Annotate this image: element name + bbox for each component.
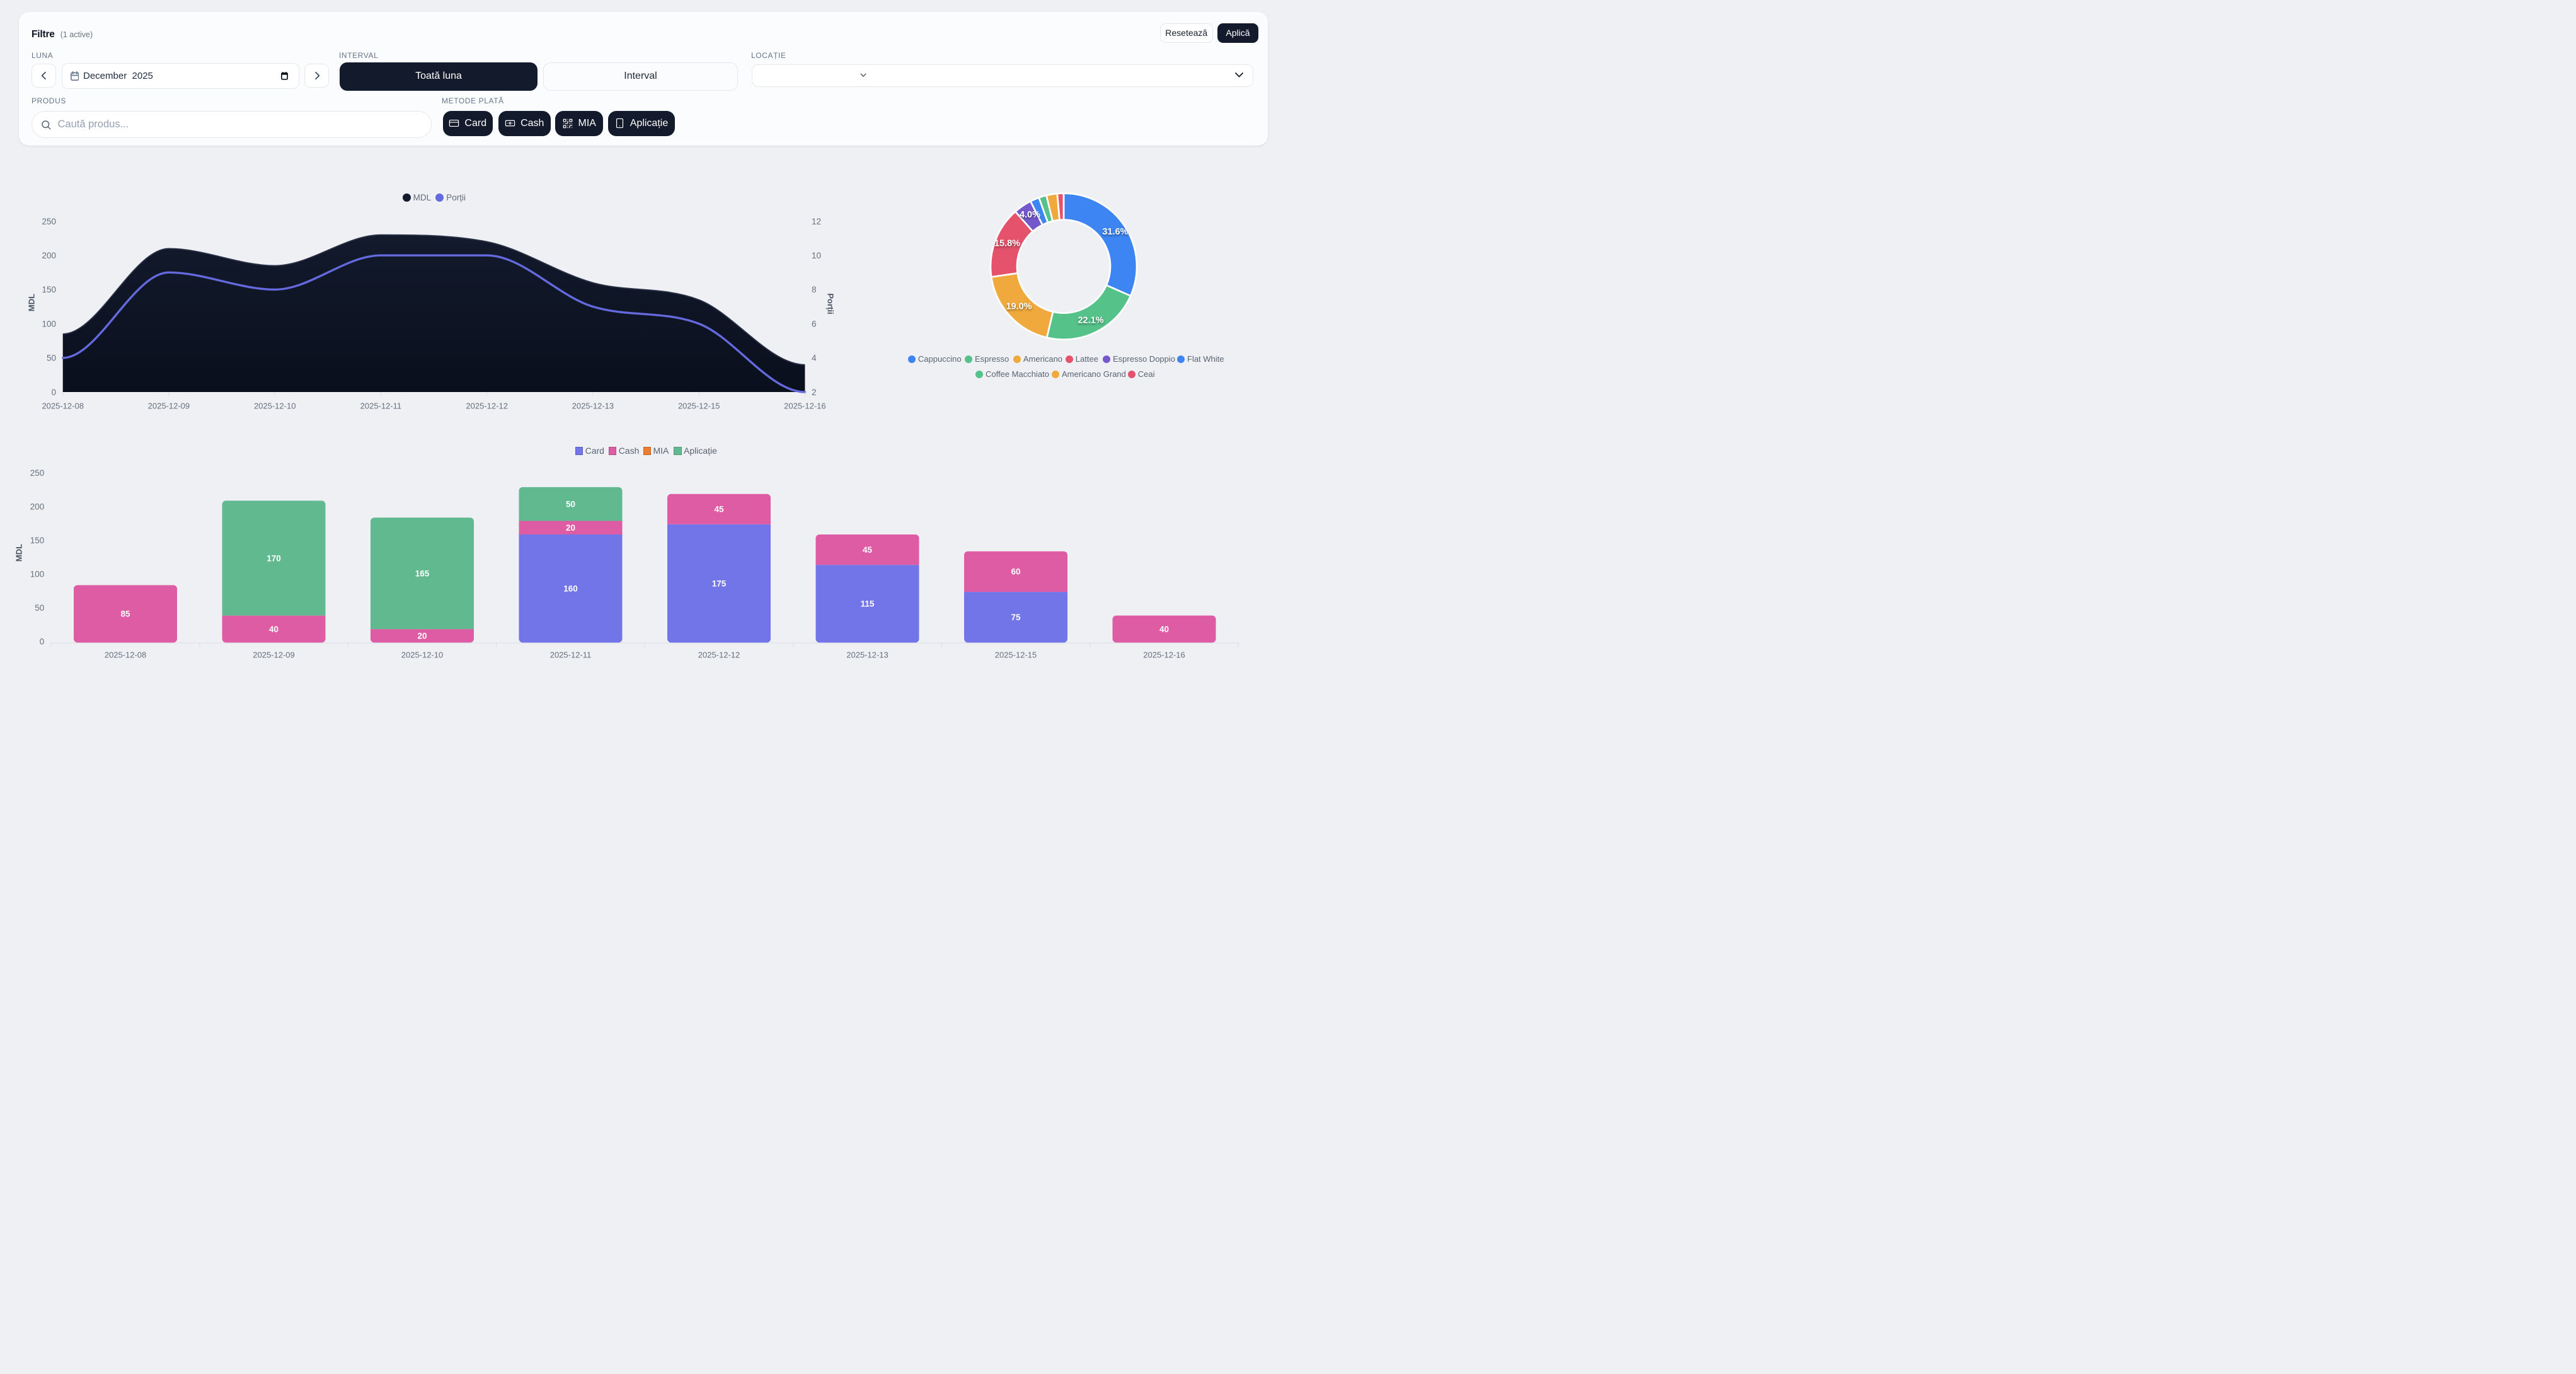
svg-text:2025-12-10: 2025-12-10 <box>401 650 444 660</box>
svg-text:150: 150 <box>30 536 45 545</box>
svg-text:175: 175 <box>712 579 727 589</box>
svg-text:2025-12-13: 2025-12-13 <box>846 650 888 660</box>
svg-text:10: 10 <box>812 251 821 260</box>
svg-text:4.0%: 4.0% <box>1020 210 1040 220</box>
svg-text:0: 0 <box>51 388 56 397</box>
svg-text:2025-12-16: 2025-12-16 <box>784 401 826 410</box>
svg-text:200: 200 <box>30 502 45 512</box>
svg-text:4: 4 <box>812 354 817 363</box>
svg-text:100: 100 <box>30 570 45 579</box>
svg-text:15.8%: 15.8% <box>994 239 1020 249</box>
svg-text:22.1%: 22.1% <box>1078 316 1103 326</box>
svg-text:165: 165 <box>415 569 430 578</box>
svg-text:40: 40 <box>269 625 279 634</box>
svg-text:2025-12-16: 2025-12-16 <box>1143 650 1185 660</box>
svg-text:2025-12-10: 2025-12-10 <box>254 401 296 410</box>
svg-text:Porții: Porții <box>826 293 836 314</box>
svg-text:2025-12-11: 2025-12-11 <box>360 401 402 410</box>
svg-text:2025-12-13: 2025-12-13 <box>572 401 614 410</box>
svg-text:20: 20 <box>566 523 575 533</box>
svg-text:50: 50 <box>35 603 44 613</box>
svg-text:160: 160 <box>563 584 578 594</box>
svg-text:20: 20 <box>417 632 427 641</box>
svg-text:250: 250 <box>42 217 56 226</box>
svg-text:200: 200 <box>42 251 56 260</box>
svg-text:250: 250 <box>30 468 45 478</box>
svg-text:2025-12-12: 2025-12-12 <box>698 650 740 660</box>
svg-text:31.6%: 31.6% <box>1102 227 1128 237</box>
svg-text:19.0%: 19.0% <box>1006 302 1032 312</box>
svg-text:2025-12-09: 2025-12-09 <box>148 401 190 410</box>
svg-text:45: 45 <box>863 545 873 555</box>
svg-text:2025-12-15: 2025-12-15 <box>995 650 1037 660</box>
svg-text:2025-12-09: 2025-12-09 <box>253 650 295 660</box>
svg-text:75: 75 <box>1011 613 1021 622</box>
svg-text:2025-12-08: 2025-12-08 <box>105 650 147 660</box>
svg-text:50: 50 <box>47 354 56 363</box>
svg-text:115: 115 <box>861 599 875 609</box>
svg-text:2025-12-15: 2025-12-15 <box>678 401 720 410</box>
svg-text:8: 8 <box>812 285 817 294</box>
svg-text:50: 50 <box>566 500 575 509</box>
svg-text:2025-12-11: 2025-12-11 <box>550 650 592 660</box>
svg-text:2025-12-08: 2025-12-08 <box>42 401 84 410</box>
svg-text:2: 2 <box>812 388 817 397</box>
svg-text:12: 12 <box>812 217 821 226</box>
svg-text:2025-12-12: 2025-12-12 <box>466 401 508 410</box>
svg-text:MDL: MDL <box>14 544 24 562</box>
svg-text:6: 6 <box>812 319 817 328</box>
svg-text:45: 45 <box>714 505 724 514</box>
svg-text:100: 100 <box>42 319 56 328</box>
svg-text:150: 150 <box>42 285 56 294</box>
svg-text:0: 0 <box>40 637 45 647</box>
svg-text:MDL: MDL <box>27 294 37 311</box>
svg-text:170: 170 <box>267 553 281 563</box>
svg-text:60: 60 <box>1011 567 1020 577</box>
svg-text:85: 85 <box>120 609 130 619</box>
svg-text:40: 40 <box>1159 625 1169 634</box>
